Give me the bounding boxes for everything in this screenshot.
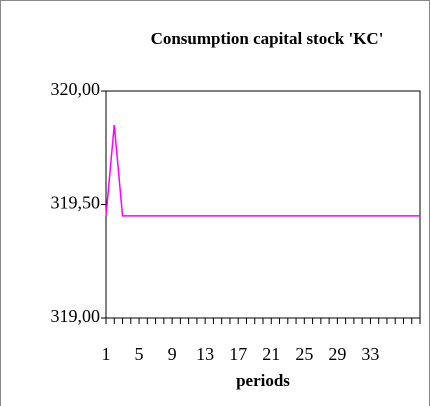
y-tick-label: 320,00	[51, 79, 101, 99]
x-tick-label: 13	[196, 344, 214, 364]
x-tick-label: 1	[102, 344, 111, 364]
x-tick-label: 33	[361, 344, 379, 364]
x-tick-label: 21	[262, 344, 280, 364]
series-line	[105, 124, 420, 217]
x-tick-label: 25	[295, 344, 313, 364]
x-tick-label: 5	[135, 344, 144, 364]
x-tick-label: 9	[168, 344, 177, 364]
chart-title: Consumption capital stock 'KC'	[151, 29, 384, 48]
x-tick-label: 29	[328, 344, 346, 364]
y-tick-label: 319,50	[51, 193, 101, 213]
y-tick-label: 319,00	[51, 306, 101, 326]
x-tick-label: 17	[229, 344, 247, 364]
x-axis-label: periods	[236, 371, 290, 390]
plot-area	[105, 90, 421, 319]
